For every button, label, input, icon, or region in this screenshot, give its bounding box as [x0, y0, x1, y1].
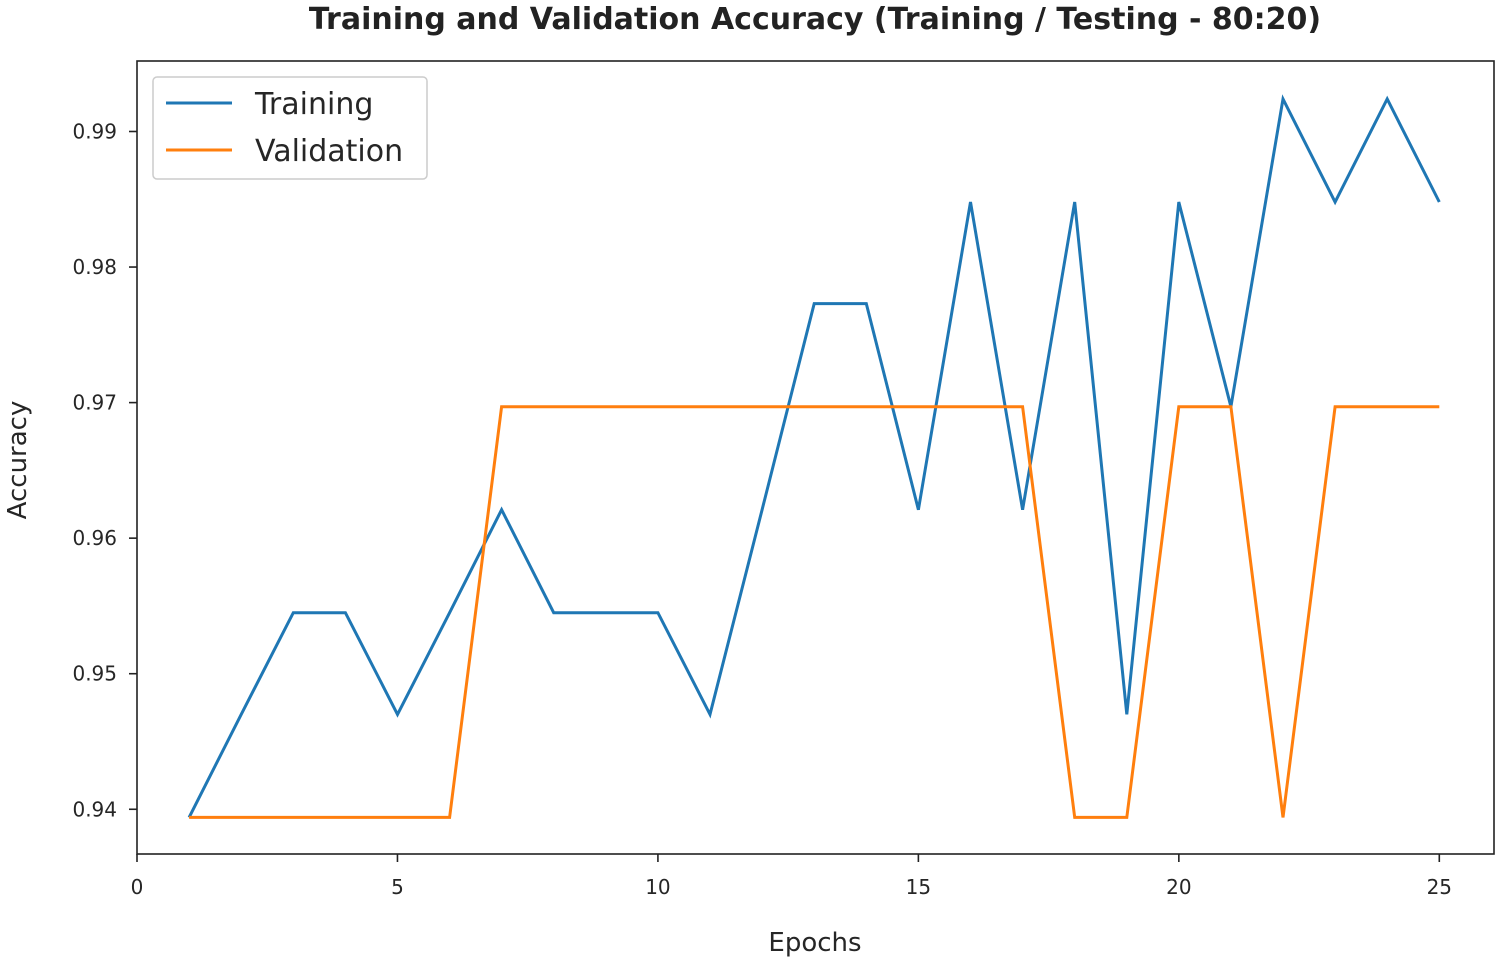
y-axis-label: Accuracy	[3, 401, 33, 520]
x-tick-label: 5	[391, 875, 404, 899]
x-tick-label: 25	[1427, 875, 1452, 899]
chart-title: Training and Validation Accuracy (Traini…	[309, 2, 1321, 37]
y-tick-label: 0.94	[72, 797, 117, 821]
x-tick-label: 0	[131, 875, 144, 899]
x-tick-label: 15	[906, 875, 931, 899]
x-axis-label: Epochs	[768, 928, 861, 958]
legend-label-training: Training	[254, 87, 373, 122]
y-axis-ticks: 0.94 0.95 0.96 0.97 0.98 0.99	[72, 119, 137, 821]
plot-area: 0 5 10 15 20 25 0.94 0.95 0.96 0.97 0.98 0.99	[72, 60, 1495, 899]
legend: Training Validation	[152, 76, 428, 180]
x-axis-ticks: 0 5 10 15 20 25	[131, 854, 1452, 899]
series-line-validation	[189, 405, 1440, 819]
y-tick-label: 0.99	[72, 119, 117, 143]
series-lines	[187, 94, 1441, 819]
y-tick-label: 0.96	[72, 526, 117, 550]
plot-frame	[136, 60, 1495, 855]
x-tick-label: 10	[645, 875, 670, 899]
y-tick-label: 0.97	[72, 391, 117, 415]
y-tick-label: 0.98	[72, 255, 117, 279]
x-tick-label: 20	[1166, 875, 1191, 899]
legend-label-validation: Validation	[255, 134, 403, 169]
y-tick-label: 0.95	[72, 662, 117, 686]
series-line-training	[187, 94, 1441, 819]
